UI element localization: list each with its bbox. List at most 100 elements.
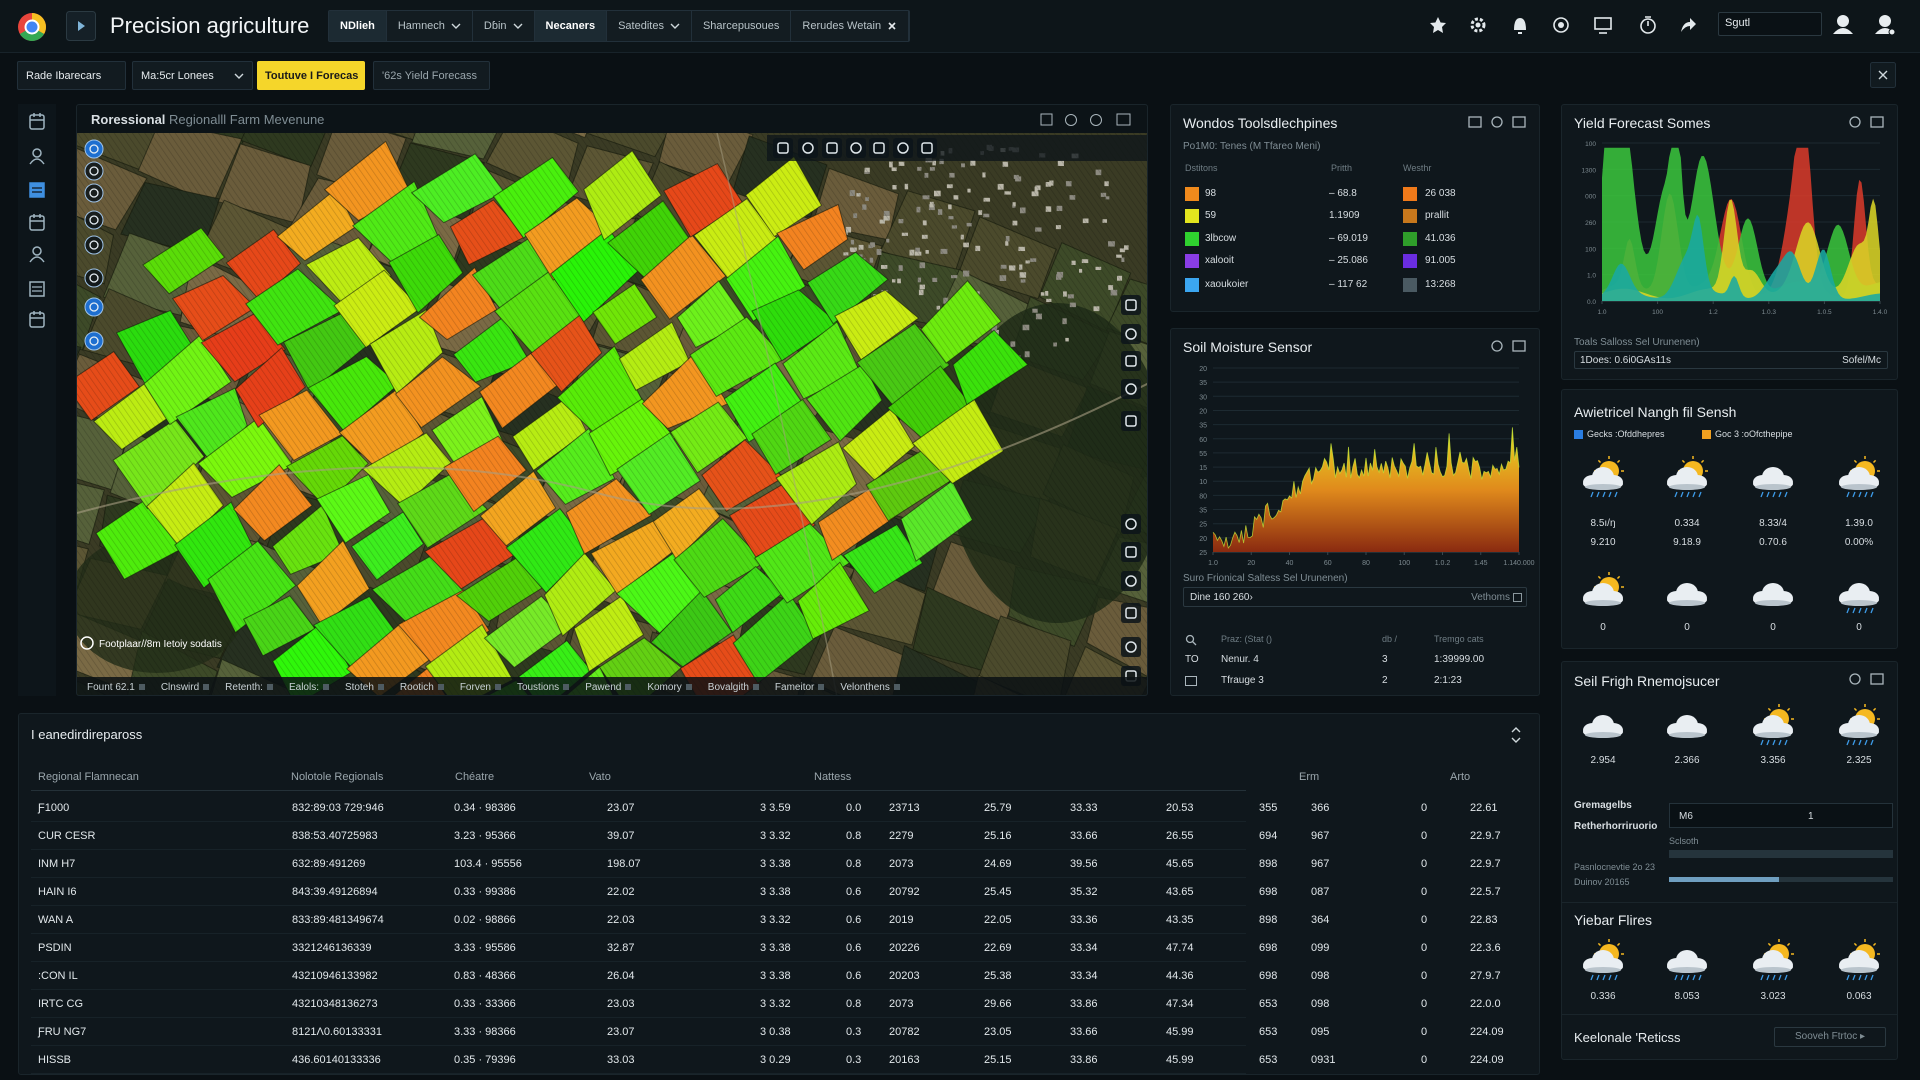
icon[interactable] — [1065, 114, 1077, 126]
sidebar-icon[interactable] — [29, 113, 45, 130]
map-tool[interactable] — [84, 139, 104, 159]
date-input[interactable]: Dine 160 260› Vethoms — [1183, 587, 1527, 607]
sidebar-icon[interactable] — [29, 281, 45, 297]
tab[interactable]: Hamnech — [387, 11, 473, 41]
close-button[interactable] — [1870, 62, 1896, 88]
texture-overlay — [77, 133, 1147, 695]
sidebar-icon[interactable] — [29, 148, 45, 165]
satellite-map[interactable]: Footplaar//8m Ietoiy sodatis — [77, 133, 1148, 696]
legend-item[interactable]: Toustions — [517, 682, 570, 693]
tool-icon — [1125, 641, 1137, 653]
panel-icon[interactable] — [1512, 116, 1526, 128]
select-text[interactable]: Sofel/Mc — [1842, 355, 1881, 366]
map-tool[interactable] — [84, 268, 104, 288]
map-tool[interactable] — [917, 138, 937, 158]
tab[interactable]: Satedites — [607, 11, 692, 41]
column-header: Arto — [1450, 771, 1471, 783]
map-tool[interactable] — [773, 138, 793, 158]
toolbar-icon[interactable] — [1681, 18, 1696, 32]
map-tool[interactable] — [1121, 603, 1141, 623]
slider-track[interactable] — [1669, 850, 1893, 858]
map-tool[interactable] — [1121, 542, 1141, 562]
user-icon[interactable] — [1833, 15, 1853, 34]
map-tool[interactable] — [1121, 571, 1141, 591]
panel-icon[interactable] — [1870, 116, 1884, 128]
forecast-area — [1602, 147, 1880, 301]
input-action[interactable]: Vethoms — [1471, 592, 1510, 603]
legend-item[interactable]: Fount 62.1 — [87, 682, 145, 693]
tab-close[interactable] — [887, 21, 897, 31]
profile-icon[interactable] — [1875, 15, 1896, 36]
toolbar-icon[interactable] — [1640, 16, 1656, 34]
legend-item[interactable]: Stoteh — [345, 682, 384, 693]
legend-item[interactable]: Clnswird — [161, 682, 210, 693]
map-tool[interactable] — [822, 138, 842, 158]
footer-button[interactable]: Sooveh Ftrtoc ▸ — [1774, 1027, 1886, 1047]
tab[interactable]: Sharcepusoues — [692, 11, 792, 41]
sidebar-icon[interactable] — [29, 311, 45, 328]
play-button[interactable] — [66, 11, 96, 41]
map-tool[interactable] — [1121, 351, 1141, 371]
toolbar-icon[interactable] — [1594, 17, 1612, 34]
search-box[interactable]: Sgutl — [1718, 12, 1822, 36]
panel-icon[interactable] — [1512, 340, 1526, 352]
map-tool[interactable] — [1121, 379, 1141, 399]
toolbar-icon[interactable] — [1553, 17, 1569, 33]
checkbox[interactable] — [1513, 593, 1522, 602]
sidebar-icon[interactable] — [29, 246, 45, 263]
map-tool[interactable] — [84, 297, 104, 317]
panel-icon[interactable] — [1491, 340, 1503, 352]
legend-item[interactable]: Forven — [460, 682, 501, 693]
legend-item[interactable]: Komory — [647, 682, 692, 693]
panel-icon[interactable] — [1870, 673, 1884, 685]
filter-button[interactable]: '62s Yield Forecass — [373, 61, 490, 90]
panel-icon[interactable] — [1491, 116, 1503, 128]
expand-icon[interactable] — [1509, 726, 1523, 744]
icon[interactable] — [1090, 114, 1102, 126]
tab[interactable]: NDlieh — [329, 11, 387, 41]
filter-button[interactable]: Toutuve I Forecas — [257, 61, 365, 90]
filter-button[interactable]: Ma:5cr Lonees — [132, 61, 253, 90]
icon[interactable] — [1040, 113, 1053, 126]
map-tool[interactable] — [84, 331, 104, 351]
app-logo[interactable] — [16, 11, 48, 43]
icon[interactable] — [1116, 113, 1131, 126]
map-tool[interactable] — [84, 183, 104, 203]
table-cell: IRTC CG — [38, 998, 84, 1010]
legend-item[interactable]: Velonthens — [840, 682, 900, 693]
toolbar-icon[interactable] — [1470, 17, 1486, 33]
panel-icon[interactable] — [1468, 116, 1482, 128]
select-input[interactable]: M6 1 — [1669, 803, 1893, 828]
map-tool[interactable] — [1121, 295, 1141, 315]
map-tool[interactable] — [84, 235, 104, 255]
sidebar-icon[interactable] — [29, 182, 45, 198]
legend-item[interactable]: Bovalgith — [708, 682, 759, 693]
map-tool[interactable] — [1121, 637, 1141, 657]
toolbar-icon[interactable] — [1430, 17, 1446, 33]
sidebar-icon[interactable] — [29, 214, 45, 231]
tab[interactable]: Necaners — [534, 11, 608, 41]
toolbar-icon[interactable] — [1514, 18, 1526, 34]
map-tool[interactable] — [869, 138, 889, 158]
filter-button[interactable]: Rade Ibarecars — [17, 61, 126, 90]
panel-icon[interactable] — [1849, 116, 1861, 128]
map-tool[interactable] — [1121, 514, 1141, 534]
tab[interactable]: Dɓin — [473, 11, 535, 41]
slider-track[interactable] — [1669, 877, 1893, 882]
legend-item[interactable]: Pawend — [585, 682, 632, 693]
map-tool[interactable] — [846, 138, 866, 158]
legend-item[interactable]: Rootich — [400, 682, 444, 693]
yield-input[interactable]: 1Does: 0.6i0GAs11s Sofel/Mc — [1574, 351, 1888, 369]
map-tool[interactable] — [1121, 411, 1141, 431]
legend-item[interactable]: Retenth: — [225, 682, 273, 693]
map-tool[interactable] — [798, 138, 818, 158]
map-tool[interactable] — [1121, 324, 1141, 344]
map-tool[interactable] — [893, 138, 913, 158]
legend-item[interactable]: Ealols: — [289, 682, 329, 693]
map-tool[interactable] — [84, 161, 104, 181]
legend-item[interactable]: Fameitor — [775, 682, 825, 693]
panel-icon[interactable] — [1849, 673, 1861, 685]
tab[interactable]: Rerudes Wetain — [791, 11, 910, 41]
map-tool[interactable] — [84, 210, 104, 230]
